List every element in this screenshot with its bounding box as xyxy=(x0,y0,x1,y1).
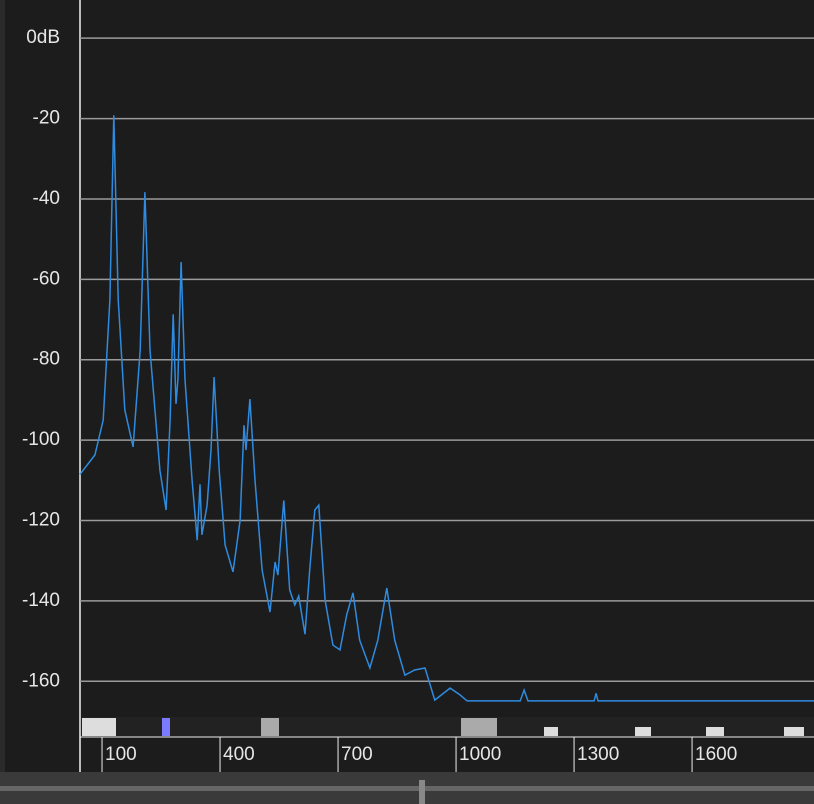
y-tick-label: -120 xyxy=(22,509,60,530)
key-mark xyxy=(162,718,170,736)
key-mark xyxy=(635,727,651,736)
x-tick-label: 1300 xyxy=(577,744,619,765)
left-edge xyxy=(0,0,5,772)
y-tick-label: -20 xyxy=(33,108,60,129)
y-tick-label: -100 xyxy=(22,429,60,450)
x-tick-label: 700 xyxy=(341,744,373,765)
y-tick-label: -40 xyxy=(33,188,60,209)
key-mark xyxy=(784,727,804,736)
key-mark xyxy=(261,718,279,736)
x-tick-label: 400 xyxy=(223,744,255,765)
scroll-handle[interactable] xyxy=(419,780,425,804)
key-strip-bg xyxy=(80,717,814,737)
key-marks xyxy=(82,718,116,736)
x-tick-label: 1000 xyxy=(459,744,501,765)
scrollbar[interactable] xyxy=(0,786,814,791)
x-tick-label: 1600 xyxy=(695,744,737,765)
y-tick-label: -80 xyxy=(33,349,60,370)
y-tick-label: -60 xyxy=(33,268,60,289)
key-mark xyxy=(461,718,497,736)
y-tick-label: -140 xyxy=(22,590,60,611)
key-strip xyxy=(80,717,814,737)
x-tick-label: 100 xyxy=(105,744,137,765)
y-tick-label: -160 xyxy=(22,670,60,691)
y-tick-label: 0dB xyxy=(26,27,60,48)
key-mark xyxy=(544,727,558,736)
key-mark xyxy=(706,727,724,736)
spectrum-line xyxy=(79,115,814,702)
